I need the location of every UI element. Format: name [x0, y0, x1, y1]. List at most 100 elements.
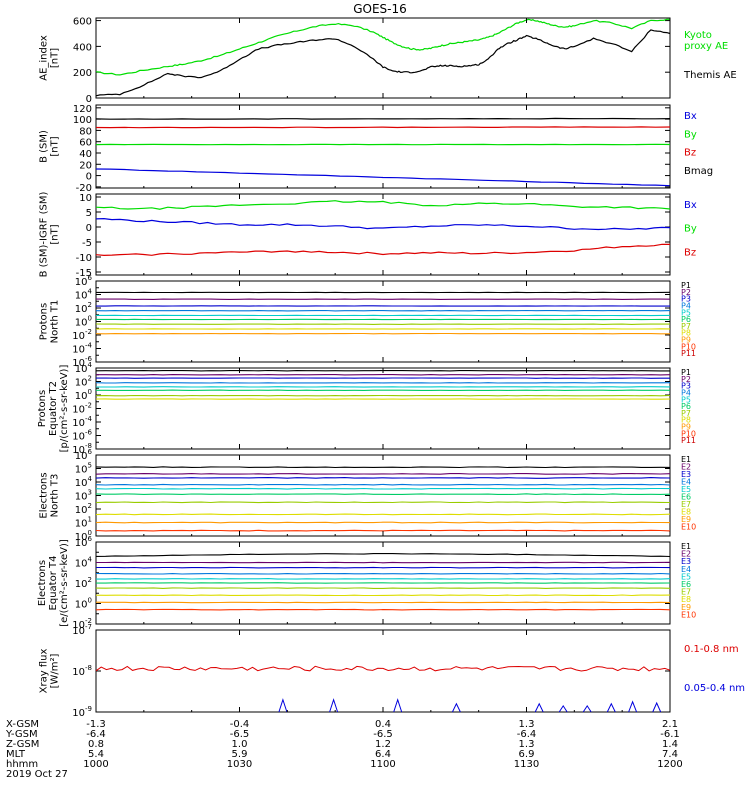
channel-line-e7 — [95, 587, 671, 589]
legend-label: P3 — [681, 382, 691, 391]
axis-value: 5.4 — [88, 749, 104, 760]
panel-bdiff: -15 -10 -5 0 5 10 B (SM)-IGRF (SM) [nT] Bx By Bz — [39, 192, 697, 279]
legend-label: E1 — [681, 542, 691, 551]
legend-label: P2 — [681, 375, 691, 384]
ytick-label: 103 — [75, 489, 92, 503]
channel-line-e3 — [96, 566, 671, 569]
xray-short-spike — [534, 702, 544, 713]
ytick-label: 40 — [79, 149, 92, 160]
xray-short-spike — [606, 702, 616, 713]
legend-label: E7 — [681, 588, 691, 597]
axis-value: 0.4 — [375, 719, 391, 730]
legend-label: E10 — [681, 523, 696, 532]
legend-label: Kyoto — [684, 30, 712, 41]
y-axis-label: B (SM)-IGRF (SM) — [39, 192, 50, 278]
panel-frame — [95, 367, 671, 450]
ytick-label: 106 — [75, 448, 93, 462]
xray-short-spike — [628, 700, 638, 713]
channel-line-e10 — [95, 608, 671, 611]
channel-line-e9 — [95, 601, 671, 604]
legend-label: E1 — [681, 455, 691, 464]
ytick-label: 105 — [75, 462, 92, 476]
legend-label: P5 — [681, 395, 691, 404]
ytick-label: 102 — [75, 502, 92, 516]
ytick-label: 104 — [75, 361, 93, 375]
legend-label: 0.1-0.8 nm — [684, 644, 739, 655]
axis-value: 6.9 — [519, 749, 535, 760]
ytick-label: 0 — [86, 223, 92, 234]
channel-line-e2 — [95, 473, 671, 475]
panel-frame — [95, 17, 671, 99]
series-line-kyoto-proxy-ae — [95, 18, 670, 76]
legend-label: P6 — [681, 315, 691, 324]
legend-label: P9 — [681, 336, 691, 345]
xray-short-spike — [278, 698, 288, 713]
ytick-label: 104 — [75, 288, 93, 302]
ytick-label: 20 — [79, 160, 92, 171]
channel-line-e2 — [96, 561, 671, 564]
legend-label: proxy AE — [684, 41, 728, 52]
axis-date: 2019 Oct 27 — [6, 769, 68, 780]
legend-label: P1 — [681, 368, 691, 377]
ytick-label: -10 — [76, 253, 92, 264]
channel-line-e5 — [96, 578, 671, 580]
xray-short-spike — [451, 702, 461, 713]
ytick-label: -20 — [76, 183, 92, 194]
y-axis-label: AE_index — [39, 35, 50, 81]
ytick-label: 400 — [73, 42, 92, 53]
legend-label: Themis AE — [683, 70, 737, 81]
panel-ee: 106 104 102 100 10-2 Electrons Equator T4 [e/(c… — [37, 535, 696, 631]
axis-value: 0.8 — [88, 739, 104, 750]
legend-label: E7 — [681, 500, 691, 509]
ytick-label: 10-9 — [72, 705, 92, 719]
y-axis-label: North T3 — [50, 474, 61, 518]
legend-label: E9 — [681, 603, 691, 612]
channel-line-e6 — [96, 582, 671, 584]
ytick-label: 10-4 — [72, 342, 92, 356]
y-axis-label: [nT] — [50, 136, 61, 156]
legend-label: E10 — [681, 610, 696, 619]
axis-row-label: X-GSM — [6, 719, 39, 730]
legend-label: E2 — [681, 463, 691, 472]
ytick-label: 102 — [75, 576, 92, 590]
ytick-label: 106 — [75, 535, 93, 549]
legend-label: P2 — [681, 288, 691, 297]
legend-label: Bmag — [684, 166, 713, 177]
legend-label: E8 — [681, 595, 691, 604]
chart-title: GOES-16 — [353, 2, 407, 16]
y-axis-label: B (SM) — [39, 130, 50, 163]
channel-line-e5 — [95, 487, 671, 490]
axis-value: 1130 — [514, 759, 539, 770]
y-axis-label: [p/(cm²-s-sr-keV)] — [59, 365, 70, 453]
channel-line-e8 — [95, 513, 671, 516]
xray-short-spike — [558, 704, 568, 713]
ytick-label: 100 — [75, 388, 92, 402]
axis-value: 1.4 — [662, 739, 678, 750]
y-axis-label: Electrons — [39, 472, 50, 518]
y-axis-label: [nT] — [50, 48, 61, 68]
channel-line-e1 — [95, 466, 671, 469]
panel-frame — [95, 104, 671, 189]
ytick-label: 10-8 — [72, 442, 92, 456]
legend-label: Bz — [684, 247, 696, 258]
ytick-label: 0 — [86, 172, 92, 183]
xray-short-spike — [329, 698, 339, 713]
y-axis-label: Protons — [39, 303, 50, 340]
axis-value: 6.4 — [375, 749, 391, 760]
legend-label: P6 — [681, 402, 691, 411]
legend-label: P4 — [681, 301, 691, 310]
legend-label: P11 — [681, 436, 696, 445]
axis-value: -6.4 — [517, 729, 537, 740]
legend-label: Bx — [684, 200, 697, 211]
channel-line-e7 — [95, 501, 671, 504]
ytick-label: 10-2 — [72, 617, 92, 631]
ytick-label: -15 — [76, 268, 92, 279]
channel-line-e4 — [95, 572, 671, 575]
series-line-bz — [95, 126, 671, 129]
axis-row-label: hhmm — [6, 759, 38, 770]
ytick-label: 100 — [75, 597, 92, 611]
series-line-bx — [95, 168, 671, 187]
